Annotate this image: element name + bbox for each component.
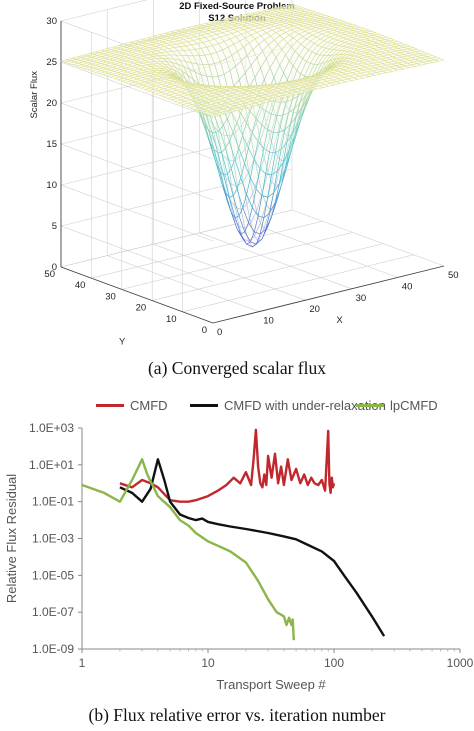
y-tick-label: 0 [202, 325, 207, 336]
floor-gridline [153, 243, 306, 301]
surface-mesh [60, 3, 445, 248]
x-tick-label: 20 [309, 304, 320, 315]
residual-axes: 1.0E-09 1.0E-07 1.0E-05 1.0E-03 1.0E-01 1.0E+… [4, 421, 474, 692]
legend-swatch-lpcmfd [356, 404, 384, 407]
y-tick-label: 1.0E+01 [29, 458, 74, 472]
legend-swatch-cmfd-under-relaxation [190, 404, 218, 407]
floor-gridline [291, 209, 445, 267]
legend-item-cmfd: CMFD [96, 398, 168, 413]
floor-gridline [182, 254, 414, 313]
floor-gridline [107, 255, 260, 312]
y-tick-label: 1.0E+03 [29, 421, 74, 435]
legend: CMFD CMFD with under-relaxation lpCMFD [0, 398, 474, 416]
x-axis-label: Transport Sweep # [216, 677, 326, 692]
x-tick-label: 10 [201, 656, 215, 670]
legend-label-cmfd: CMFD [130, 398, 168, 413]
residual-line-chart: 1.0E-09 1.0E-07 1.0E-05 1.0E-03 1.0E-01 1.0E+… [4, 421, 474, 692]
x-tick-label: 0 [217, 327, 222, 338]
x-axis-label: X [336, 315, 343, 326]
series-lines [82, 428, 386, 641]
y-tick-label: 50 [44, 269, 55, 280]
z-tick-label: 20 [46, 98, 57, 109]
x-tick-label: 50 [448, 270, 459, 281]
z-tick-label: 5 [52, 221, 57, 232]
x-tick-label: 1 [79, 656, 86, 670]
y-axis-line [60, 266, 214, 324]
caption-a: (a) Converged scalar flux [147, 358, 326, 378]
surface-plot-panel: 0 10 20 30 40 50 0 10 20 30 40 50 0 5 10 15 20 25 30 X Y Scal… [0, 0, 474, 356]
surface-title: 2D Fixed-Source Problem [179, 1, 295, 12]
floor-gridline [199, 232, 352, 290]
floor-gridline [121, 232, 353, 290]
series-line-cmfd-with-under-relaxation [119, 458, 386, 637]
x-tick-label: 40 [402, 281, 413, 292]
legend-item-cmfd-under-relaxation: CMFD with under-relaxation [190, 398, 386, 413]
series-line-cmfd [119, 428, 336, 503]
z-tick-label: 15 [46, 139, 57, 150]
y-tick-label: 20 [136, 303, 147, 314]
legend-label-lpcmfd: lpCMFD [390, 398, 438, 413]
y-tick-label: 1.0E-09 [32, 642, 74, 656]
y-tick-label: 10 [166, 314, 177, 325]
y-tick-label: 1.0E-03 [32, 532, 74, 546]
series-line-lpcmfd [82, 458, 295, 641]
z-axis-label: Scalar Flux [29, 71, 40, 119]
y-tick-label: 30 [105, 291, 116, 302]
legend-label-cmfd-under-relaxation: CMFD with under-relaxation [224, 398, 386, 413]
y-axis-label: Y [119, 337, 126, 348]
x-tick-label: 1000 [447, 656, 474, 670]
floor-gridline [152, 243, 384, 301]
z-tick-label: 10 [46, 180, 57, 191]
caption-b: (b) Flux relative error vs. iteration nu… [88, 705, 386, 725]
z-tick-label: 25 [46, 57, 57, 68]
surface-cell [208, 113, 220, 118]
legend-swatch-cmfd [96, 404, 124, 407]
floor-gridline [91, 220, 323, 279]
residual-plot-panel: 1.0E-09 1.0E-07 1.0E-05 1.0E-03 1.0E-01 1.0E+… [0, 390, 474, 702]
x-tick-label: 10 [263, 316, 274, 327]
z-tick-label: 30 [46, 16, 57, 27]
y-tick-label: 1.0E-05 [32, 568, 74, 582]
y-axis-label: Relative Flux Residual [4, 474, 19, 603]
surface-plot: 0102030405001020304050051015202530XYScal… [29, 0, 459, 348]
x-axis-line [212, 265, 445, 324]
legend-item-lpcmfd: lpCMFD [356, 398, 438, 413]
y-tick-label: 1.0E-01 [32, 495, 74, 509]
y-tick-label: 40 [75, 280, 86, 291]
x-tick-label: 30 [356, 293, 367, 304]
z-tick-label: 0 [52, 262, 57, 273]
y-tick-label: 1.0E-07 [32, 605, 74, 619]
floor-gridline [245, 221, 398, 278]
x-tick-label: 100 [324, 656, 344, 670]
